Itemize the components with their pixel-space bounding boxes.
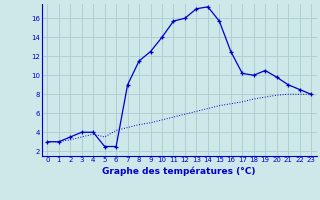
X-axis label: Graphe des températures (°C): Graphe des températures (°C) <box>102 166 256 176</box>
